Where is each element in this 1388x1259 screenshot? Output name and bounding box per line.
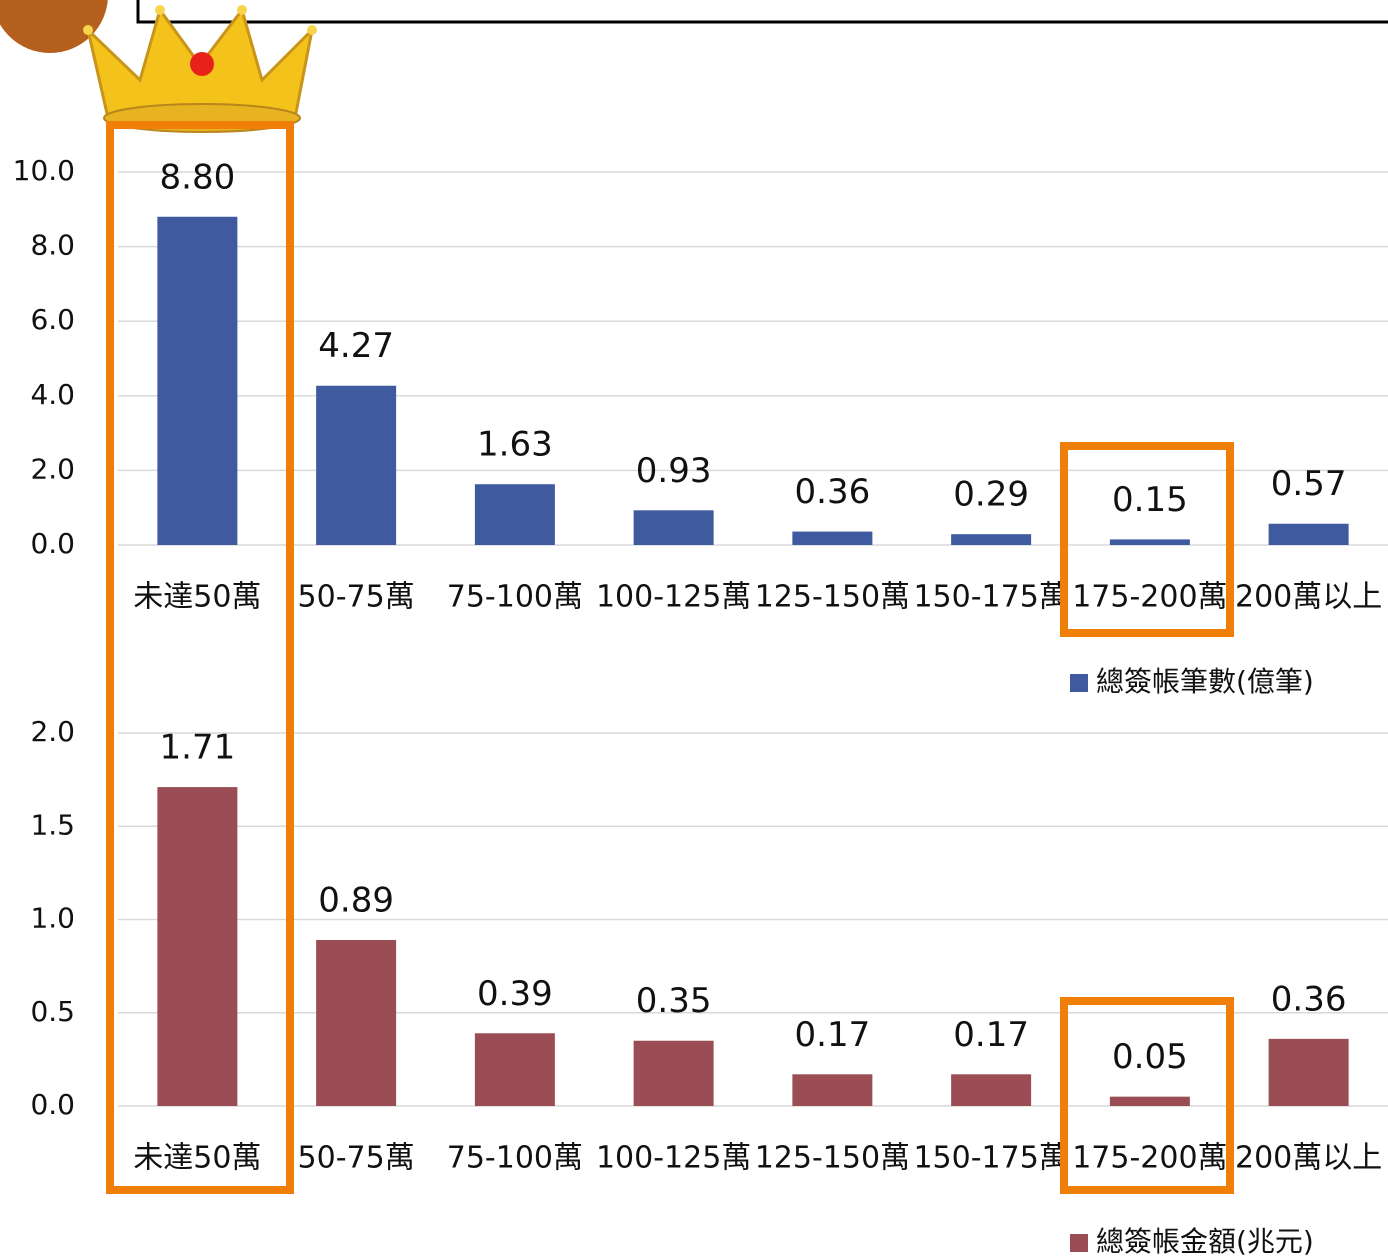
x-tick-label: 50-75萬 xyxy=(298,580,415,615)
bar xyxy=(316,940,396,1106)
data-label: 0.36 xyxy=(795,472,871,512)
data-label: 0.36 xyxy=(1271,979,1347,1019)
y-tick-label: 2.0 xyxy=(30,715,75,748)
bar xyxy=(1110,539,1190,545)
bar xyxy=(951,534,1031,545)
data-label: 0.17 xyxy=(953,1015,1029,1055)
x-tick-label: 175-200萬 xyxy=(1072,580,1227,615)
chart: 0.0 2.0 4.0 6.0 8.0 10.0 未達50萬 50-75萬 75-100萬 100… xyxy=(0,0,1388,1259)
crown xyxy=(83,5,317,132)
x-tick-label: 150-175萬 xyxy=(913,580,1068,615)
data-label: 1.71 xyxy=(160,728,236,768)
data-label: 4.27 xyxy=(318,326,394,366)
x-tick-label: 50-75萬 xyxy=(298,1141,415,1176)
legend-swatch xyxy=(1070,1234,1088,1252)
x-tick-label: 200萬以上 xyxy=(1235,580,1382,615)
bar xyxy=(475,484,555,545)
y-tick-label: 8.0 xyxy=(30,229,75,262)
legend-swatch xyxy=(1070,674,1088,692)
x-tick-label: 未達50萬 xyxy=(133,1141,261,1176)
legend-label: 總簽帳筆數(億筆) xyxy=(1096,665,1314,698)
y-tick-label: 4.0 xyxy=(30,378,75,411)
bar xyxy=(157,787,237,1106)
x-tick-label: 150-175萬 xyxy=(913,1141,1068,1176)
data-label: 0.57 xyxy=(1271,464,1347,504)
bar xyxy=(634,1041,714,1106)
y-tick-label: 2.0 xyxy=(30,452,75,485)
y-tick-label: 6.0 xyxy=(30,303,75,336)
bar xyxy=(634,510,714,545)
data-label: 8.80 xyxy=(160,157,236,197)
bar xyxy=(1110,1097,1190,1106)
y-tick-label: 0.0 xyxy=(30,1088,75,1121)
bar xyxy=(157,217,237,545)
bar xyxy=(951,1074,1031,1106)
data-label: 0.89 xyxy=(318,881,394,921)
bar xyxy=(1269,524,1349,545)
data-label: 0.17 xyxy=(795,1015,871,1055)
data-label: 0.35 xyxy=(636,981,712,1021)
x-tick-label: 100-125萬 xyxy=(596,580,751,615)
data-label: 1.63 xyxy=(477,425,553,465)
x-tick-label: 200萬以上 xyxy=(1235,1141,1382,1176)
data-label: 0.05 xyxy=(1112,1037,1188,1077)
bar xyxy=(792,532,872,545)
y-tick-label: 0.5 xyxy=(30,995,75,1028)
data-label: 0.93 xyxy=(636,451,712,491)
x-tick-label: 125-150萬 xyxy=(755,580,910,615)
x-tick-label: 175-200萬 xyxy=(1072,1141,1227,1176)
y-tick-label: 1.0 xyxy=(30,902,75,935)
header-box xyxy=(138,0,1388,22)
bar xyxy=(475,1033,555,1106)
x-tick-label: 75-100萬 xyxy=(447,1141,583,1176)
bar xyxy=(316,386,396,545)
bar xyxy=(792,1074,872,1106)
x-tick-label: 125-150萬 xyxy=(755,1141,910,1176)
x-tick-label: 100-125萬 xyxy=(596,1141,751,1176)
y-tick-label: 0.0 xyxy=(30,527,75,560)
data-label: 0.39 xyxy=(477,974,553,1014)
data-label: 0.29 xyxy=(953,475,1029,515)
bar xyxy=(1269,1039,1349,1106)
y-tick-label: 10.0 xyxy=(13,154,75,187)
y-tick-label: 1.5 xyxy=(30,808,75,841)
legend-label: 總簽帳金額(兆元) xyxy=(1096,1225,1314,1258)
data-label: 0.15 xyxy=(1112,480,1188,520)
x-tick-label: 75-100萬 xyxy=(447,580,583,615)
x-tick-label: 未達50萬 xyxy=(133,580,261,615)
